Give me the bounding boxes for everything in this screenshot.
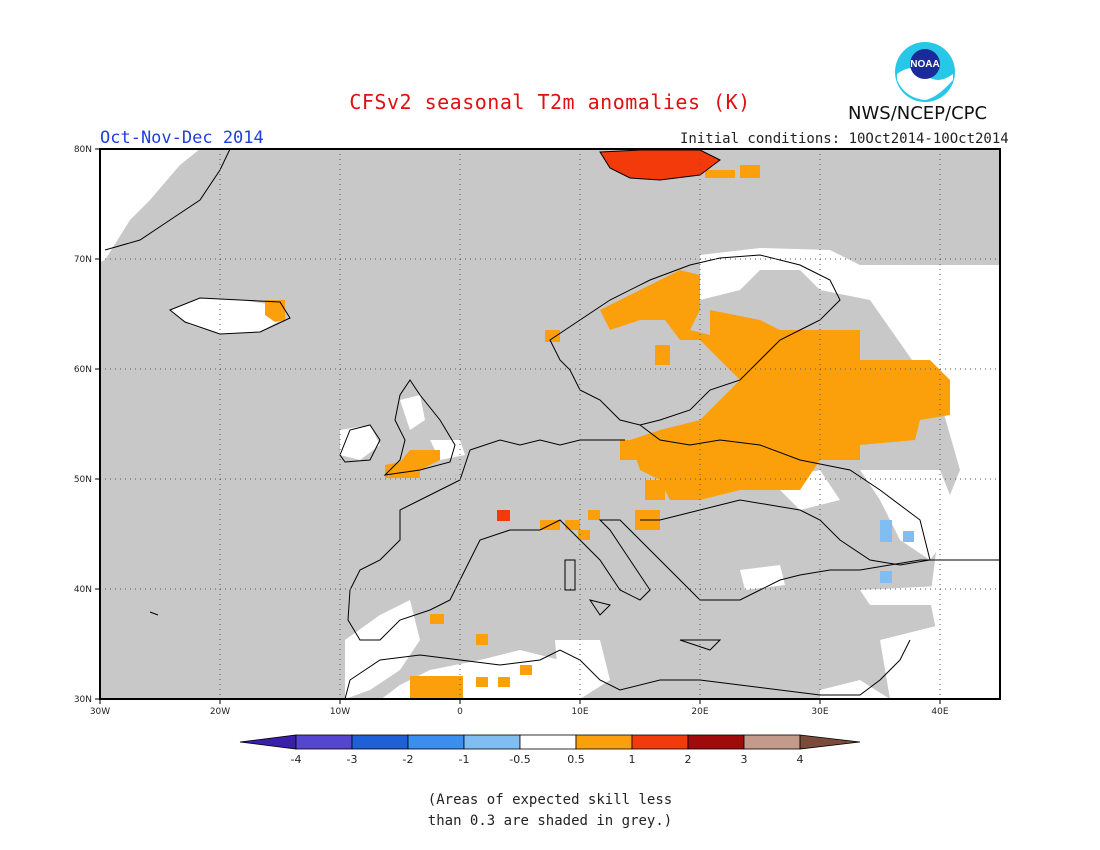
cbar-label: 4 — [797, 753, 804, 766]
logo-text: NOAA — [910, 59, 939, 70]
cbar-label: 2 — [685, 753, 692, 766]
chart-title: CFSv2 seasonal T2m anomalies (K) — [349, 90, 751, 114]
lat-label-70n: 70N — [74, 255, 92, 265]
skill-note-line-1: (Areas of expected skill less — [427, 792, 673, 808]
colorbar-swatch-neutral — [519, 734, 577, 750]
cbar-label: -0.5 — [509, 753, 530, 766]
cbar-label: -4 — [291, 753, 302, 766]
cbar-label: -2 — [403, 753, 414, 766]
lon-label-40e: 40E — [931, 707, 948, 717]
graticule — [100, 149, 1000, 699]
season-label: Oct-Nov-Dec 2014 — [100, 128, 264, 148]
colorbar-swatch-4-3 — [295, 734, 353, 750]
initial-conditions-label: Initial conditions: 10Oct2014-10Oct2014 — [680, 131, 1009, 147]
lon-label-10w: 10W — [330, 707, 350, 717]
colorbar-swatch-2-1 — [407, 734, 465, 750]
colorbar-swatch-3-4 — [743, 734, 801, 750]
cbar-label: 1 — [629, 753, 636, 766]
cool-anomaly-areas — [880, 520, 914, 583]
agency-label: NWS/NCEP/CPC — [848, 103, 988, 124]
cbar-label: -1 — [459, 753, 470, 766]
lon-label-20w: 20W — [210, 707, 230, 717]
lon-label-30w: 30W — [90, 707, 110, 717]
lon-label-30e: 30E — [811, 707, 828, 717]
colorbar-swatch-above-4 — [799, 734, 861, 750]
lon-label-10e: 10E — [571, 707, 588, 717]
lat-label-60n: 60N — [74, 365, 92, 375]
lon-label-0: 0 — [457, 707, 463, 717]
coastlines — [104, 149, 1000, 699]
lat-label-30n: 30N — [74, 695, 92, 705]
noaa-logo: NOAA — [895, 42, 955, 102]
cbar-label: 0.5 — [567, 753, 585, 766]
lat-label-80n: 80N — [74, 145, 92, 155]
colorbar-swatch-3-2 — [351, 734, 409, 750]
colorbar-swatch-1-05 — [463, 734, 521, 750]
skill-note-line-2: than 0.3 are shaded in grey.) — [427, 813, 673, 829]
colorbar-swatch-2-3 — [687, 734, 745, 750]
map-frame — [99, 148, 1001, 700]
colorbar-labels: -4 -3 -2 -1 -0.5 0.5 1 2 3 4 — [291, 753, 804, 766]
lat-label-50n: 50N — [74, 475, 92, 485]
axis-ticks — [95, 148, 941, 704]
colorbar-swatch-1-2 — [631, 734, 689, 750]
anomaly-map: 30W 20W 10W 0 10E 20E 30E 40E 80N 70N 60… — [74, 145, 1001, 766]
cbar-label: 3 — [741, 753, 748, 766]
colorbar-swatch-below-4 — [239, 734, 297, 750]
lon-label-20e: 20E — [691, 707, 708, 717]
warm-anomaly-areas — [265, 165, 950, 699]
strong-warm-anomaly-areas — [497, 150, 720, 521]
lat-label-40n: 40N — [74, 585, 92, 595]
skill-note: (Areas of expected skill less than 0.3 a… — [0, 790, 1100, 832]
colorbar — [239, 734, 861, 750]
cbar-label: -3 — [347, 753, 358, 766]
colorbar-swatch-05-1 — [575, 734, 633, 750]
